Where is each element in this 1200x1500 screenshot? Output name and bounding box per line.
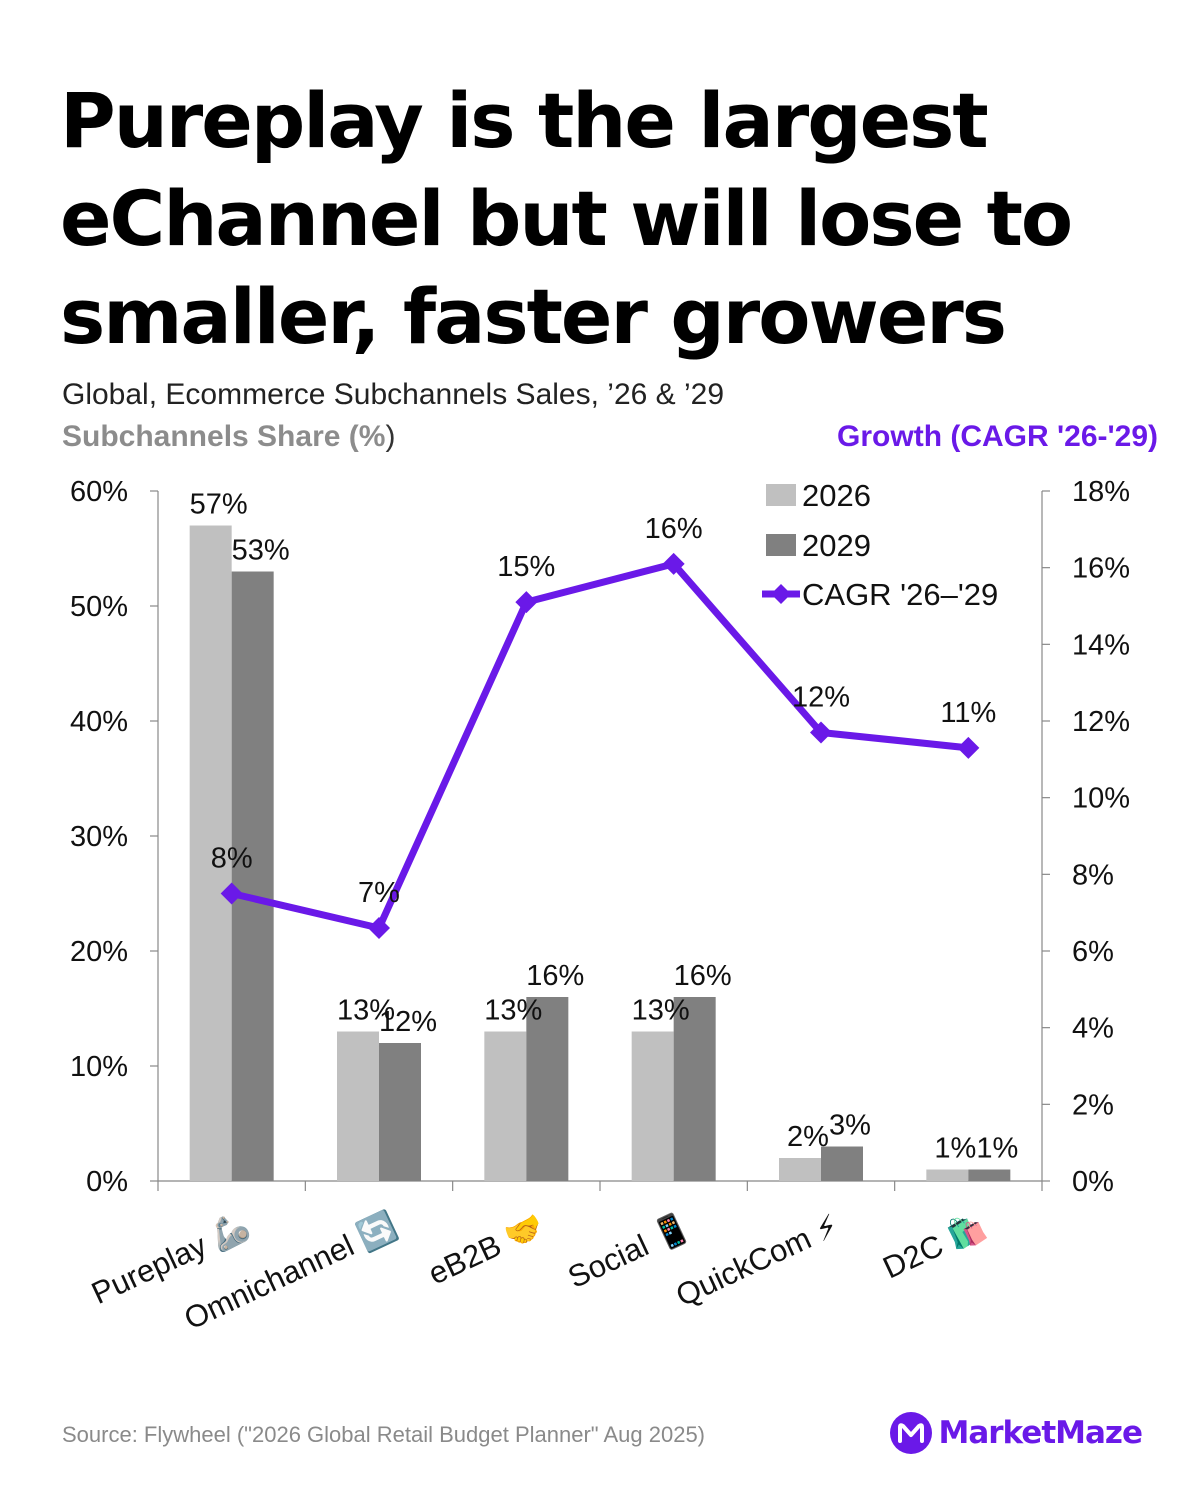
bar-2026 <box>189 525 232 1181</box>
right-tick-label: 10% <box>1072 783 1130 815</box>
left-tick-label: 40% <box>70 706 128 738</box>
bar-2029-label: 12% <box>379 1006 437 1038</box>
legend-label-2029: 2029 <box>802 528 871 563</box>
cagr-label: 15% <box>497 551 555 583</box>
legend-marker-cagr <box>771 584 791 604</box>
bar-2029 <box>379 1043 421 1181</box>
cagr-label: 11% <box>940 697 996 729</box>
legend-swatch-2029 <box>766 534 796 556</box>
bar-2029-label: 3% <box>829 1110 871 1142</box>
cagr-label: 12% <box>792 682 850 714</box>
right-tick-label: 0% <box>1072 1166 1114 1198</box>
source-note: Source: Flywheel ("2026 Global Retail Bu… <box>62 1422 706 1447</box>
bar-2029-label: 53% <box>232 535 290 567</box>
bar-2029-label: 16% <box>674 960 732 992</box>
legend-label-2026: 2026 <box>802 478 871 513</box>
category-label: eB2B 🤝 <box>423 1208 549 1292</box>
bar-2029 <box>673 997 716 1181</box>
cagr-line <box>228 560 972 932</box>
bar-2026-label: 13% <box>337 995 395 1027</box>
cagr-marker <box>957 736 980 759</box>
bar-2026-label: 13% <box>632 995 690 1027</box>
left-tick-label: 0% <box>86 1166 128 1198</box>
left-axis-title: Subchannels Share (%) <box>62 420 395 454</box>
cagr-marker <box>662 552 685 575</box>
brand-logo-mark <box>898 1423 925 1443</box>
bar-2026 <box>926 1169 969 1181</box>
bar-2026 <box>631 1031 674 1181</box>
cagr-label: 16% <box>645 513 703 545</box>
bar-2029 <box>231 571 274 1181</box>
right-tick-label: 2% <box>1072 1089 1114 1121</box>
bar-2026 <box>337 1031 379 1181</box>
right-tick-label: 14% <box>1072 629 1130 661</box>
bar-2029 <box>821 1146 863 1181</box>
bar-2026 <box>779 1158 821 1181</box>
bar-2026 <box>484 1031 527 1181</box>
legend-swatch-2026 <box>766 484 796 506</box>
brand: MarketMaze <box>890 1412 1143 1454</box>
left-tick-label: 60% <box>70 476 128 508</box>
bar-2026-label: 13% <box>484 995 542 1027</box>
cagr-marker <box>515 591 538 614</box>
bar-2026-label: 1% <box>934 1133 976 1165</box>
bar-2029-label: 1% <box>976 1133 1018 1165</box>
cagr-marker <box>368 917 390 939</box>
right-tick-label: 6% <box>1072 936 1114 968</box>
left-tick-label: 30% <box>70 821 128 853</box>
legend-label-cagr: CAGR '26–'29 <box>802 577 998 612</box>
bar-2029-label: 16% <box>526 960 584 992</box>
cagr-label: 7% <box>358 877 400 909</box>
bar-2029 <box>968 1169 1011 1181</box>
chart-subtitle: Global, Ecommerce Subchannels Sales, ’26… <box>62 378 725 411</box>
cagr-marker <box>220 882 243 905</box>
left-tick-label: 20% <box>70 936 128 968</box>
left-axis-title-text: Subchannels Share (% <box>62 420 386 453</box>
right-tick-label: 4% <box>1072 1013 1114 1045</box>
category-label: QuickCom ⚡ <box>670 1208 843 1314</box>
cagr-marker <box>810 721 832 744</box>
combo-chart: 0% 10% 20% 30% 40% 50% 60% 0% 2% 4% 6% 8% 10% 12% 14% 1… <box>70 476 1130 1336</box>
left-tick-label: 50% <box>70 591 128 623</box>
brand-logo-icon <box>890 1412 933 1454</box>
left-tick-label: 10% <box>70 1051 128 1083</box>
right-tick-label: 16% <box>1072 553 1130 585</box>
bar-2026-label: 2% <box>787 1121 829 1153</box>
left-axis-title-paren: ) <box>385 420 396 453</box>
category-label: D2C 🛍️ <box>877 1207 991 1286</box>
right-tick-label: 12% <box>1072 706 1130 738</box>
brand-name: MarketMaze <box>938 1415 1143 1451</box>
right-tick-label: 8% <box>1072 859 1114 891</box>
right-axis-title: Growth (CAGR '26-'29) <box>837 420 1158 453</box>
bar-2026-label: 57% <box>190 489 248 521</box>
right-tick-label: 18% <box>1072 476 1130 508</box>
cagr-label: 8% <box>211 843 253 875</box>
page-title: Pureplay is the largest eChannel but wil… <box>60 76 1073 361</box>
bar-2029 <box>526 997 569 1181</box>
